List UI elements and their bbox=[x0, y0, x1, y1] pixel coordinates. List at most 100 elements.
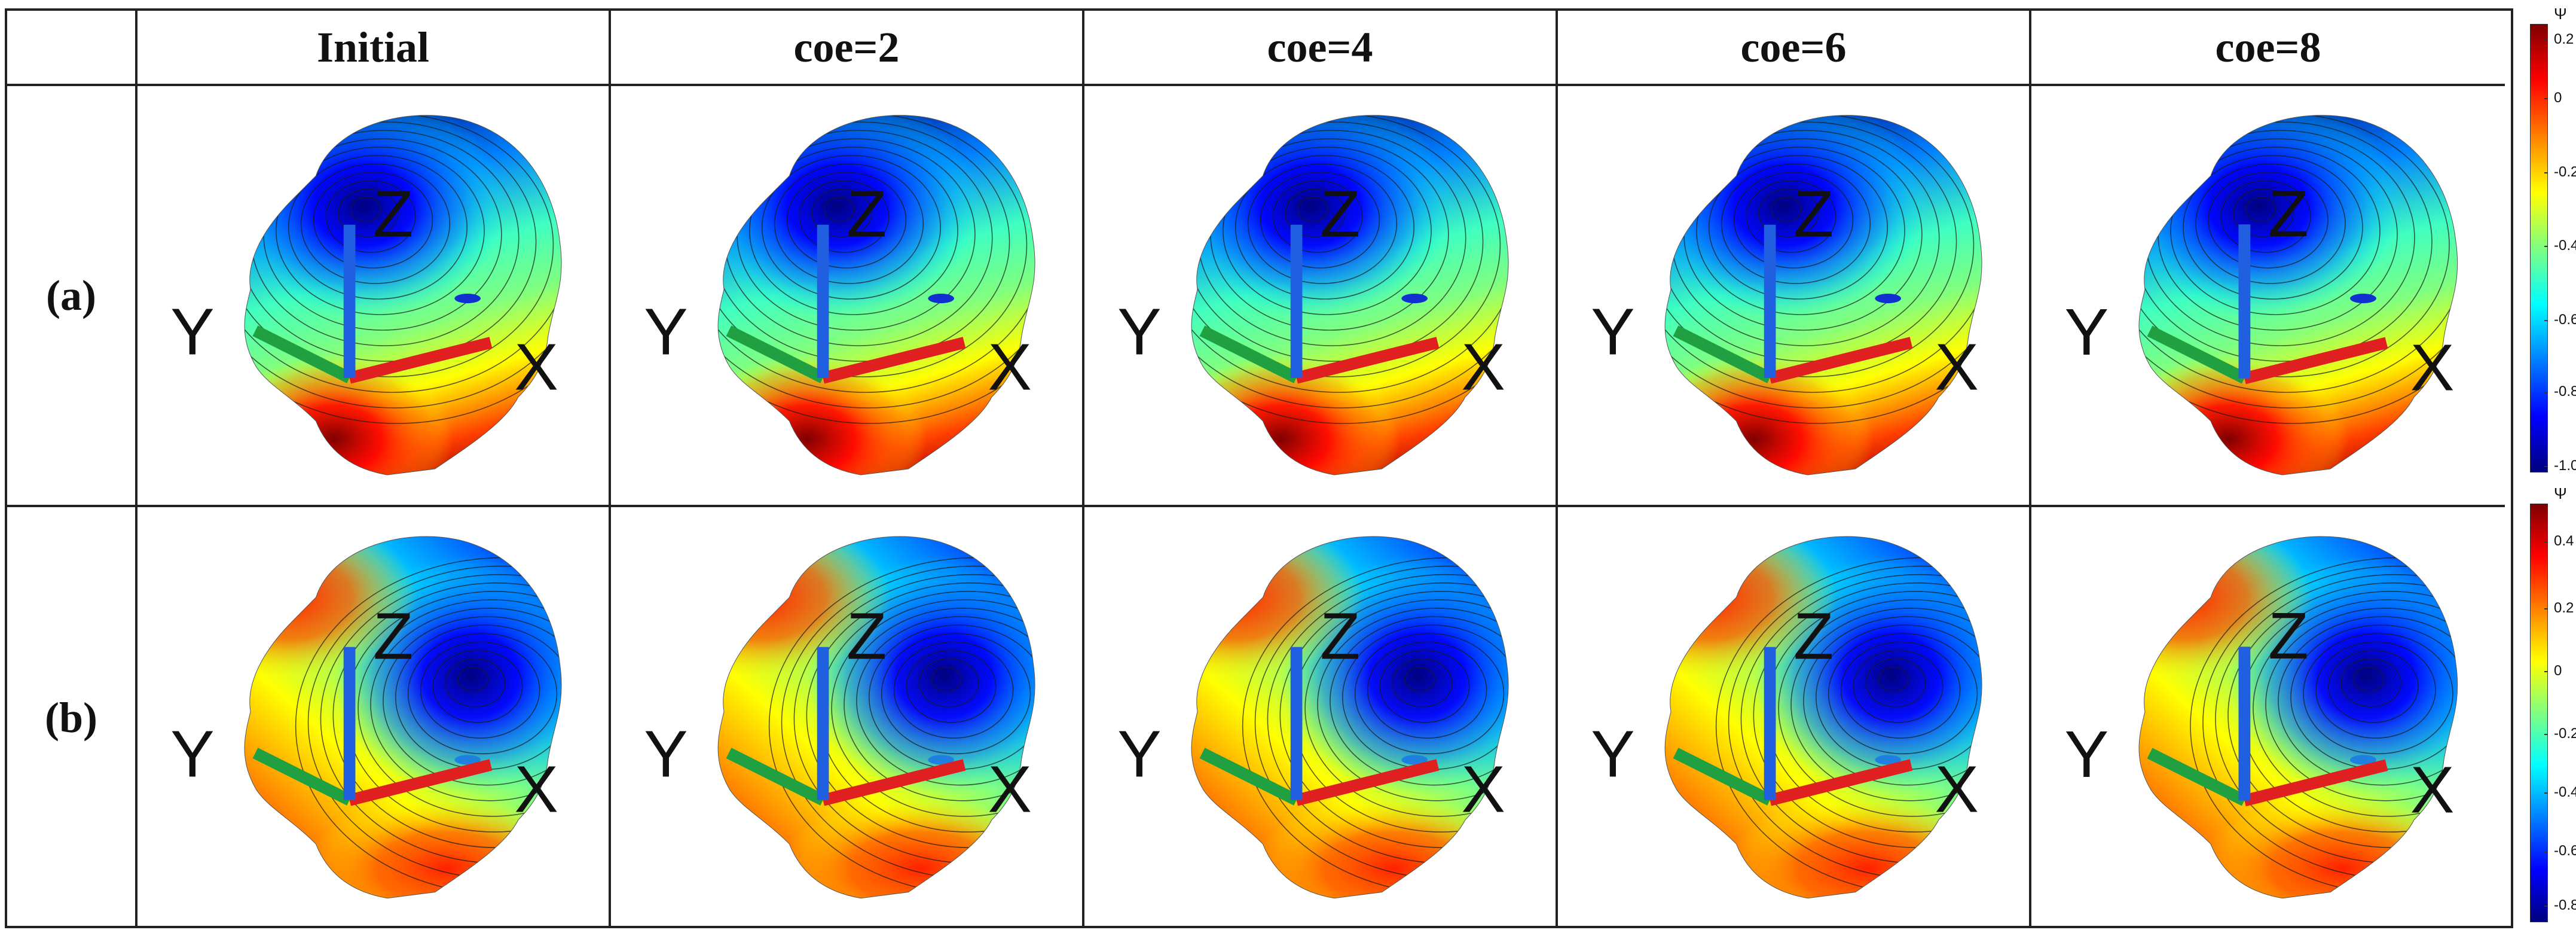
contour-line bbox=[1247, 163, 1398, 284]
x-axis-arrow bbox=[1768, 759, 1913, 806]
contour-line bbox=[893, 641, 1014, 739]
contour-line bbox=[2139, 121, 2433, 362]
eye-region bbox=[1401, 755, 1428, 765]
contour-line bbox=[2265, 608, 2458, 801]
contour-line bbox=[761, 155, 941, 300]
eye-region bbox=[2350, 294, 2376, 303]
head-outline bbox=[717, 115, 1035, 475]
contour-line bbox=[1392, 658, 1453, 708]
header-coe2-label: coe=2 bbox=[793, 23, 900, 71]
header-coe4-label: coe=4 bbox=[1267, 23, 1373, 71]
contour-line bbox=[1708, 155, 1888, 300]
contour-line bbox=[245, 115, 562, 424]
contour-line bbox=[2139, 115, 2458, 408]
colorbar-tick-label: -0.6 bbox=[2554, 843, 2576, 859]
contour-line bbox=[831, 599, 1035, 817]
row-label-a: (a) bbox=[7, 86, 137, 507]
eye-region bbox=[1401, 294, 1428, 303]
contour-line bbox=[1865, 658, 1926, 708]
contour-line bbox=[2233, 188, 2294, 237]
x-axis-label: X bbox=[514, 331, 558, 404]
colorbar-a-title: Ψ bbox=[2554, 5, 2567, 23]
contour-line bbox=[2183, 155, 2363, 300]
contour-line bbox=[774, 163, 924, 284]
y-axis-arrow bbox=[1199, 748, 1300, 806]
contour-line bbox=[1733, 172, 1854, 269]
contour-line bbox=[918, 658, 979, 708]
head-contour-plot bbox=[1191, 536, 1509, 899]
eye-region bbox=[454, 755, 481, 765]
header-coe6-label: coe=6 bbox=[1740, 23, 1847, 71]
contour-line bbox=[906, 650, 997, 723]
colorbar-a bbox=[2530, 24, 2548, 472]
contour-line bbox=[245, 115, 562, 408]
colorbar-tick-label: -0.6 bbox=[2554, 312, 2576, 328]
y-axis-label: Y bbox=[1591, 295, 1635, 369]
contour-line bbox=[1790, 608, 1982, 801]
contour-line bbox=[1272, 180, 1363, 253]
axis-triad-icon: X Y Z bbox=[170, 600, 558, 827]
contour-line bbox=[1404, 666, 1435, 692]
contour-line bbox=[245, 115, 554, 377]
contour-line bbox=[1828, 633, 1978, 755]
colorbar-tick-label: -0.4 bbox=[2554, 784, 2576, 800]
colorbar-tick-mark bbox=[2544, 320, 2548, 321]
contour-line bbox=[718, 121, 1010, 362]
contour-line bbox=[357, 599, 562, 817]
colorbar-tick-label: -0.8 bbox=[2554, 383, 2576, 400]
x-axis-arrow bbox=[1295, 337, 1440, 384]
z-axis-label: Z bbox=[373, 600, 413, 673]
contour-line bbox=[1840, 641, 1961, 739]
colorbar-tick-label: 0 bbox=[2554, 89, 2562, 106]
y-axis-arrow bbox=[1673, 748, 1773, 806]
z-axis-label: Z bbox=[1320, 600, 1360, 673]
contour-line bbox=[1191, 115, 1509, 424]
head-contour-plot bbox=[1664, 115, 1982, 475]
y-axis-arrow bbox=[1673, 325, 1773, 383]
panel-a-initial: X Y Z bbox=[137, 86, 611, 507]
colorbar-tick-label: 0.2 bbox=[2554, 600, 2574, 616]
contour-line bbox=[2195, 163, 2346, 284]
contour-line bbox=[811, 188, 872, 237]
axis-triad-icon: X Y Z bbox=[1117, 178, 1505, 404]
x-axis-label: X bbox=[514, 753, 558, 827]
contour-line bbox=[2245, 197, 2276, 222]
x-axis-label: X bbox=[1935, 753, 1979, 827]
z-axis-label: Z bbox=[373, 178, 413, 251]
panel-b-initial: X Y Z bbox=[137, 507, 611, 928]
colorbar-tick-label: 0.2 bbox=[2554, 31, 2574, 48]
contour-line bbox=[1317, 608, 1509, 801]
contour-line bbox=[2328, 650, 2419, 723]
y-axis-arrow bbox=[726, 748, 826, 806]
contour-line bbox=[1665, 121, 1957, 362]
contour-line bbox=[1771, 197, 1802, 222]
eye-region bbox=[454, 294, 481, 303]
x-axis-arrow bbox=[1768, 337, 1913, 384]
head-contour-plot bbox=[717, 536, 1035, 899]
contour-line bbox=[881, 633, 1031, 755]
colorbar-tick-mark bbox=[2544, 39, 2548, 41]
contour-line bbox=[1746, 180, 1836, 253]
row-label-b: (b) bbox=[7, 507, 137, 928]
head-outline bbox=[244, 115, 562, 475]
contour-line bbox=[1285, 188, 1346, 237]
contour-line bbox=[313, 172, 433, 269]
x-axis-arrow bbox=[2242, 337, 2388, 385]
colorbar-tick-label: -0.2 bbox=[2554, 725, 2576, 742]
contour-line bbox=[1778, 599, 1982, 817]
contour-line bbox=[2253, 599, 2458, 817]
contour-line bbox=[1260, 172, 1380, 269]
row-a-label-text: (a) bbox=[46, 271, 96, 319]
axis-triad-icon: X Y Z bbox=[644, 178, 1032, 404]
contour-line bbox=[1803, 616, 1982, 786]
contour-line bbox=[1330, 616, 1509, 786]
y-axis-arrow bbox=[2147, 748, 2247, 806]
colorbar-tick-mark bbox=[2544, 246, 2548, 248]
contour-line bbox=[2315, 641, 2436, 739]
header-coe4: coe=4 bbox=[1084, 11, 1558, 86]
x-axis-label: X bbox=[1461, 331, 1505, 404]
header-coe2: coe=2 bbox=[611, 11, 1084, 86]
head-outline bbox=[1191, 536, 1509, 899]
contour-line bbox=[288, 155, 467, 300]
colorbar-tick-label: -0.2 bbox=[2554, 163, 2576, 180]
